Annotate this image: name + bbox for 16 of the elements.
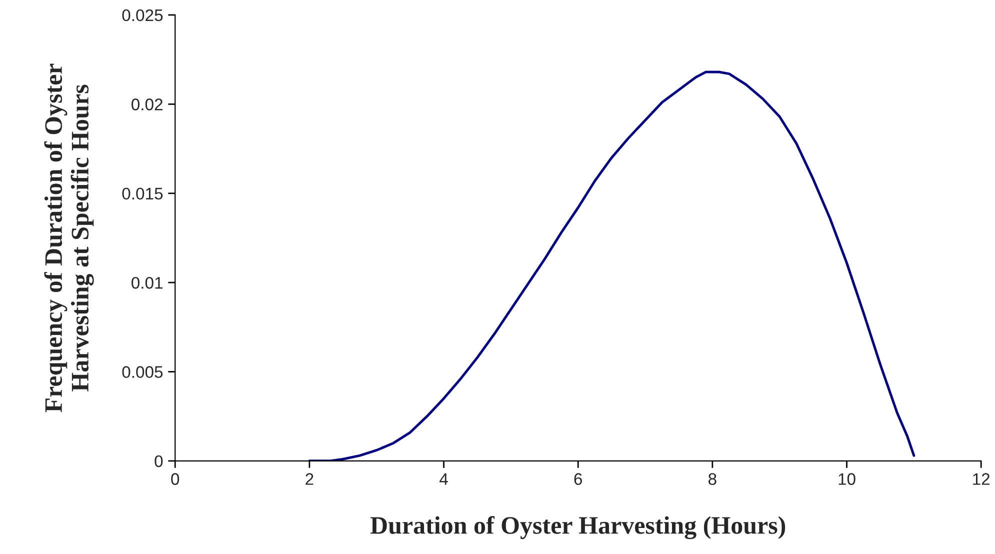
y-axis-title: Frequency of Duration of Oyster Harvesting at Specific Hours <box>44 64 94 412</box>
line-series <box>308 70 916 461</box>
x-axis-title: Duration of Oyster Harvesting (Hours) <box>370 516 786 540</box>
y-tick-label: 0.005 <box>122 366 163 378</box>
y-tick-label: 0.02 <box>132 98 162 110</box>
y-tick-label: 0.025 <box>122 9 163 22</box>
x-tick-label: 4 <box>440 473 448 485</box>
x-tick-label: 0 <box>171 473 180 485</box>
y-tick-label: 0.015 <box>122 188 163 200</box>
y-tick-label: 0 <box>154 455 163 468</box>
x-tick-label: 10 <box>838 473 856 485</box>
x-tick-label: 6 <box>574 473 582 485</box>
y-tick-label: 0.01 <box>132 276 163 289</box>
x-tick-label: 2 <box>306 473 314 485</box>
x-tick-label: 8 <box>708 473 716 485</box>
x-tick-label: 12 <box>973 473 990 485</box>
